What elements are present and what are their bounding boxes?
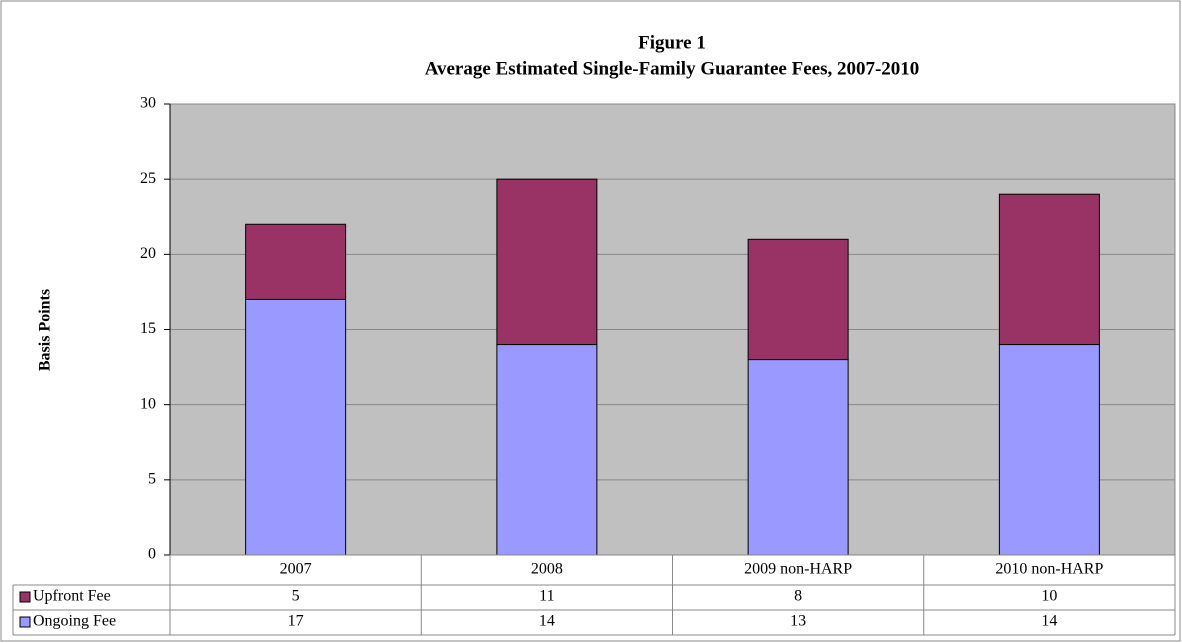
bar-segment [747,238,849,361]
bar-segment [747,359,849,556]
legend-swatch [19,616,31,628]
x-tick-label: 2007 [280,561,312,578]
y-tick-label: 0 [148,546,156,563]
legend-swatch [19,591,31,603]
y-tick-label: 30 [140,95,156,112]
bar-segment [998,193,1100,346]
chart-title: Figure 1 [638,32,706,53]
table-value: 11 [539,588,554,605]
y-tick-label: 5 [148,471,156,488]
y-tick-label: 15 [140,320,156,337]
bar-segment [998,344,1100,556]
table-value: 10 [1041,588,1057,605]
x-tick-label: 2010 non-HARP [995,561,1103,578]
bar-segment [245,298,347,556]
x-tick-label: 2009 non-HARP [744,561,852,578]
bar-segment [496,178,598,346]
chart-subtitle: Average Estimated Single-Family Guarante… [425,58,920,79]
legend-label: Upfront Fee [33,588,111,605]
table-value: 8 [794,588,802,605]
table-value: 14 [1041,613,1057,630]
y-tick-label: 20 [140,245,156,262]
bar-segment [245,223,347,300]
x-tick-label: 2008 [531,561,563,578]
legend-label: Ongoing Fee [33,613,116,630]
table-value: 17 [288,613,304,630]
y-tick-label: 25 [140,170,156,187]
bar-segment [496,344,598,556]
table-value: 13 [790,613,806,630]
y-tick-label: 10 [140,395,156,412]
table-value: 5 [292,588,300,605]
table-value: 14 [539,613,555,630]
y-axis-label: Basis Points [37,289,54,371]
